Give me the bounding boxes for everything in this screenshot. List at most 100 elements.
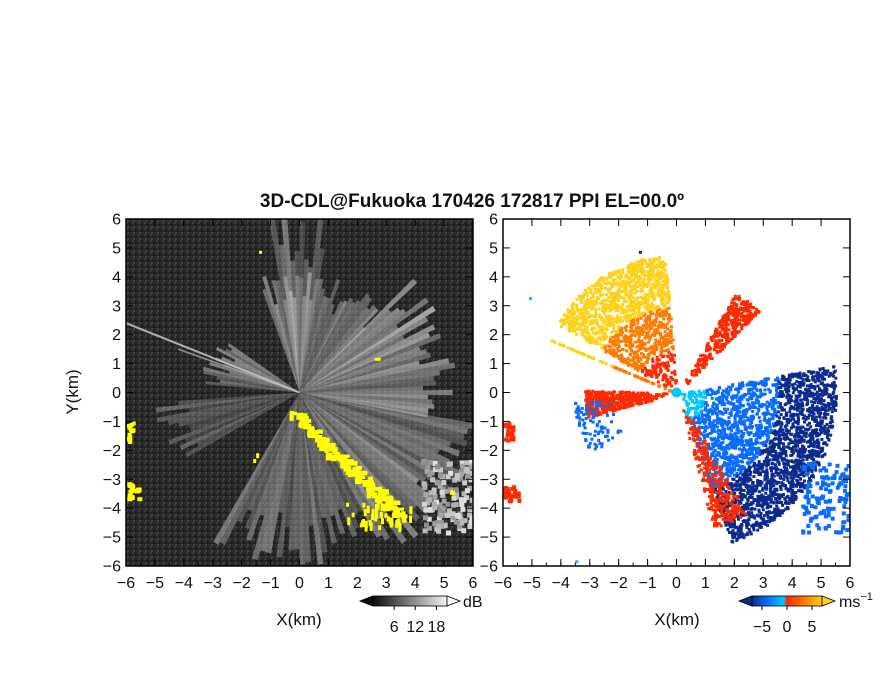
- velocity-cell: [733, 522, 737, 526]
- velocity-cell: [667, 306, 671, 310]
- velocity-cell: [774, 458, 778, 462]
- velocity-cell: [656, 265, 660, 269]
- velocity-cell: [713, 472, 717, 476]
- velocity-cell: [631, 285, 635, 289]
- velocity-cell: [808, 406, 812, 410]
- velocity-cell: [593, 408, 597, 412]
- velocity-cell: [727, 491, 731, 495]
- velocity-cell: [748, 457, 752, 461]
- reflectivity-highlight-cell: [368, 476, 373, 482]
- velocity-cell: [607, 273, 611, 277]
- velocity-cell: [789, 414, 793, 418]
- velocity-cell: [797, 438, 801, 442]
- reflectivity-cloud-cell: [453, 519, 459, 525]
- velocity-cell: [782, 416, 786, 420]
- velocity-cell: [591, 306, 595, 310]
- reflectivity-beam: [185, 392, 300, 458]
- velocity-cell: [666, 327, 670, 331]
- velocity-cell: [703, 359, 707, 363]
- velocity-cell: [725, 444, 729, 448]
- velocity-cell: [697, 359, 701, 363]
- velocity-cell: [825, 443, 829, 447]
- velocity-cell: [601, 299, 605, 303]
- velocity-cell: [596, 336, 600, 340]
- velocity-cell: [629, 353, 633, 357]
- reflectivity-beam: [219, 379, 300, 393]
- velocity-cell: [759, 404, 763, 408]
- velocity-cell: [590, 437, 594, 441]
- velocity-cell: [749, 314, 753, 318]
- velocity-cell: [610, 364, 614, 368]
- reflectivity-cloud-cell: [459, 460, 465, 466]
- velocity-cell: [690, 400, 694, 404]
- reflectivity-beam: [299, 297, 429, 393]
- velocity-cell: [711, 421, 715, 425]
- velocity-cell: [633, 374, 637, 378]
- reflectivity-beam: [299, 392, 388, 509]
- velocity-cell: [773, 442, 777, 446]
- velocity-cell: [737, 483, 741, 487]
- velocity-cell: [601, 305, 605, 309]
- velocity-cell: [577, 423, 581, 427]
- reflectivity-x-tick-label: 6: [469, 575, 478, 592]
- velocity-cell: [607, 295, 611, 299]
- velocity-cell: [660, 345, 664, 349]
- velocity-cell: [809, 441, 813, 445]
- velocity-cell: [640, 266, 644, 270]
- reflectivity-beam: [168, 392, 300, 445]
- velocity-cell: [749, 478, 753, 482]
- velocity-cell: [627, 282, 631, 286]
- velocity-cell: [586, 297, 590, 301]
- velocity-cell: [608, 300, 612, 304]
- reflectivity-highlight-cell: [364, 524, 368, 532]
- velocity-cell: [728, 459, 732, 463]
- velocity-cell: [751, 314, 755, 318]
- velocity-cell: [625, 390, 629, 394]
- velocity-cell: [636, 326, 640, 330]
- reflectivity-highlight-cell: [319, 446, 327, 452]
- velocity-cell: [795, 430, 799, 434]
- velocity-cell: [599, 399, 603, 403]
- velocity-cell: [564, 314, 568, 318]
- velocity-cell: [741, 435, 745, 439]
- velocity-cell: [625, 319, 629, 323]
- velocity-cell: [788, 447, 792, 451]
- velocity-cell: [624, 290, 628, 294]
- velocity-cell: [781, 428, 785, 432]
- velocity-cell: [644, 282, 648, 286]
- reflectivity-cloud-cell: [468, 464, 473, 470]
- reflectivity-beam: [299, 392, 473, 430]
- velocity-cell: [650, 285, 654, 289]
- velocity-cell: [645, 360, 649, 364]
- velocity-cell: [702, 389, 706, 393]
- reflectivity-cloud-cell: [440, 486, 446, 492]
- reflectivity-cloud-cell: [462, 518, 468, 524]
- velocity-cell: [570, 329, 574, 333]
- velocity-cell: [794, 372, 798, 376]
- velocity-cell: [697, 405, 701, 409]
- velocity-cell: [619, 429, 623, 433]
- velocity-cell: [613, 408, 617, 412]
- reflectivity-cloud-cell: [426, 516, 432, 522]
- velocity-cell: [787, 501, 791, 505]
- velocity-cell: [785, 389, 789, 393]
- velocity-cell: [749, 532, 753, 536]
- velocity-cell: [593, 307, 597, 311]
- velocity-cell: [732, 318, 736, 322]
- velocity-cell: [722, 407, 726, 411]
- velocity-cell: [629, 272, 633, 276]
- velocity-cell: [805, 428, 809, 432]
- reflectivity-cloud-cell: [468, 477, 473, 483]
- velocity-cell: [780, 406, 784, 410]
- velocity-cell: [641, 323, 645, 327]
- velocity-cell: [636, 300, 640, 304]
- velocity-cell: [661, 378, 665, 382]
- velocity-cell: [815, 460, 819, 464]
- reflectivity-highlight-cell: [398, 512, 402, 517]
- reflectivity-cloud-cell: [459, 463, 465, 469]
- velocity-cell: [811, 436, 815, 440]
- velocity-cell: [812, 443, 816, 447]
- reflectivity-cloud-cell: [439, 489, 445, 495]
- velocity-cell: [603, 346, 607, 350]
- velocity-cell: [760, 462, 764, 466]
